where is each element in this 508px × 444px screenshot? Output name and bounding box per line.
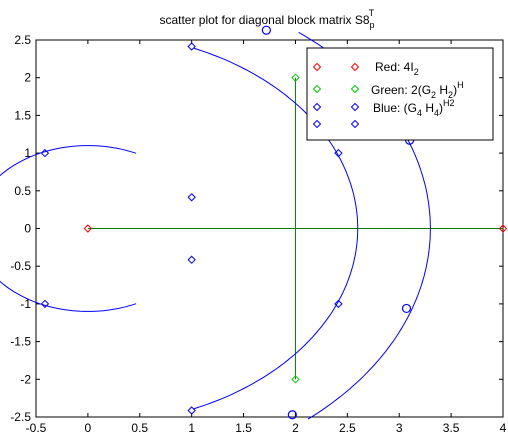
curve-circle-marker (261, 25, 271, 35)
legend-marker (312, 102, 322, 112)
series-curve (193, 47, 359, 410)
x-tick-label: -0.5 (26, 421, 47, 435)
x-tick-label: 1.5 (235, 421, 252, 435)
legend-label-blue: Blue: (G4 H4)H2 (373, 98, 455, 118)
legend-marker (350, 84, 360, 94)
data-point (187, 42, 196, 51)
y-tick-label: 1.5 (14, 108, 31, 122)
chart-title: scatter plot for diagonal block matrix S… (159, 8, 374, 30)
legend-marker (350, 102, 360, 112)
legend-marker (312, 84, 322, 94)
y-tick-label: -2.5 (10, 410, 31, 424)
y-tick-label: 2 (24, 71, 31, 85)
data-point (187, 255, 196, 264)
data-point (40, 299, 50, 309)
title-superscript: T (369, 8, 375, 18)
data-point (83, 224, 93, 233)
y-tick-label: 2.5 (14, 33, 31, 47)
x-tick-label: 0.5 (131, 421, 148, 435)
x-tick-label: 0 (85, 421, 92, 435)
legend-label-red: Red: 4I2 (375, 60, 419, 77)
legend-marker (350, 62, 360, 72)
y-tick-label: 0.5 (14, 184, 31, 198)
legend-marker (312, 119, 322, 129)
curve-circle-marker (287, 410, 297, 420)
data-point (498, 224, 508, 233)
x-tick-label: 2 (292, 421, 299, 435)
x-tick-label: 2.5 (339, 421, 356, 435)
data-point (334, 299, 343, 309)
legend-box (306, 47, 494, 141)
data-point (334, 148, 343, 158)
series-curve (0, 145, 137, 312)
y-tick-label: 0 (24, 222, 31, 236)
y-tick-label: 1 (24, 146, 31, 160)
data-point (291, 375, 300, 384)
legend-marker (312, 62, 322, 72)
y-tick-label: -1.5 (10, 335, 31, 349)
legend-label-green: Green: 2(G2 H2)H (371, 80, 464, 100)
y-tick-label: -0.5 (10, 259, 31, 273)
x-tick-label: 3.5 (443, 421, 460, 435)
title-subscript: p (370, 20, 375, 30)
data-point (40, 148, 50, 158)
y-tick-label: -2 (20, 372, 31, 386)
x-tick-label: 3 (396, 421, 403, 435)
x-tick-label: 1 (188, 421, 195, 435)
data-point (291, 73, 300, 82)
data-point (187, 406, 196, 415)
curve-circle-marker (401, 303, 412, 314)
legend-marker (350, 119, 360, 129)
x-tick-label: 4 (500, 421, 507, 435)
data-point (187, 193, 196, 202)
y-tick-label: -1 (20, 297, 31, 311)
